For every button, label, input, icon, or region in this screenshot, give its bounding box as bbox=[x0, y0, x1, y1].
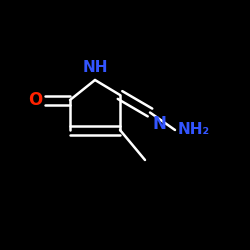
Text: N: N bbox=[152, 115, 166, 133]
Text: NH: NH bbox=[82, 60, 108, 75]
Text: NH₂: NH₂ bbox=[178, 122, 210, 138]
Text: O: O bbox=[28, 91, 42, 109]
